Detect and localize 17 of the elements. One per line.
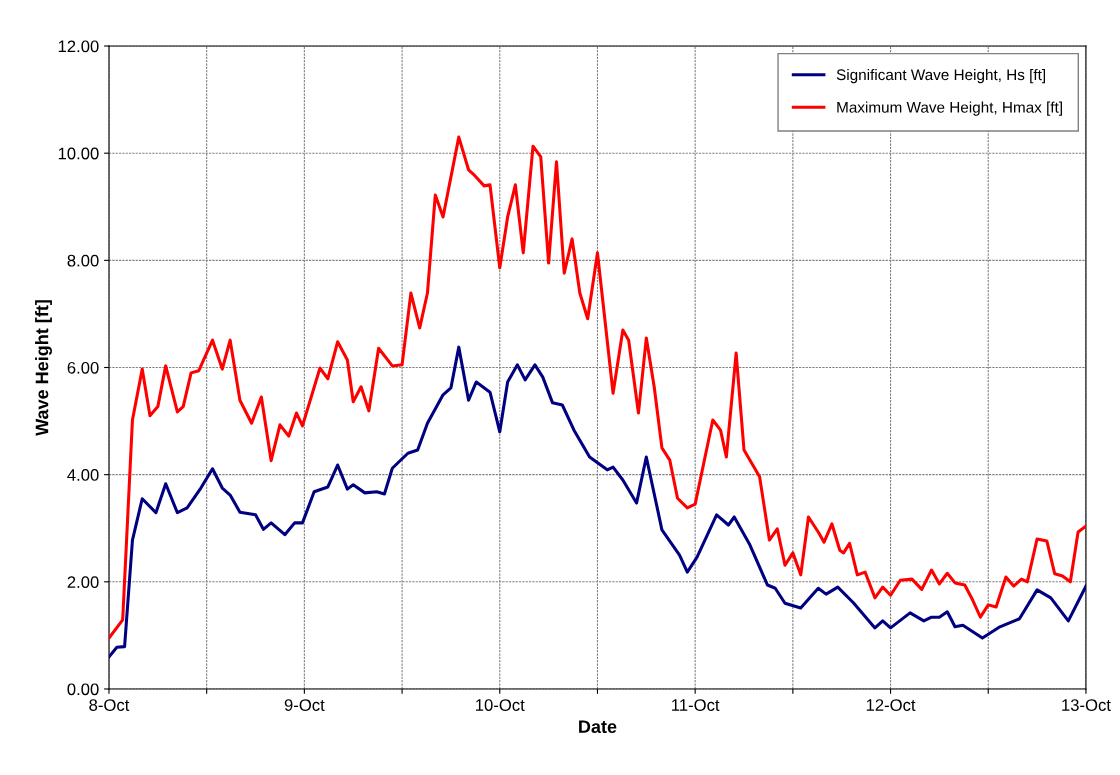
y-tick-label: 2.00 xyxy=(67,576,99,589)
x-tick-label: 11-Oct xyxy=(672,699,720,711)
y-tick-label: 6.00 xyxy=(67,361,99,374)
x-tick-label: 13-Oct xyxy=(1062,699,1111,711)
x-tick-label: 12-Oct xyxy=(866,699,916,711)
x-axis-title: Date xyxy=(579,720,617,734)
legend-label: Maximum Wave Height, Hmax [ft] xyxy=(837,101,1062,116)
legend-label: Significant Wave Height, Hs [ft] xyxy=(836,68,1046,84)
y-tick-label: 12.00 xyxy=(58,40,99,53)
y-tick-label: 4.00 xyxy=(67,469,99,481)
y-tick-label: 8.00 xyxy=(67,254,99,267)
y-tick-label: 10.00 xyxy=(58,147,99,160)
y-tick-label: 0.00 xyxy=(67,683,99,696)
y-axis-title: Wave Height [ft] xyxy=(35,300,52,436)
x-tick-label: 10-Oct xyxy=(476,699,525,711)
x-tick-label: 9-Oct xyxy=(284,699,325,711)
x-tick-label: 8-Oct xyxy=(89,699,130,711)
